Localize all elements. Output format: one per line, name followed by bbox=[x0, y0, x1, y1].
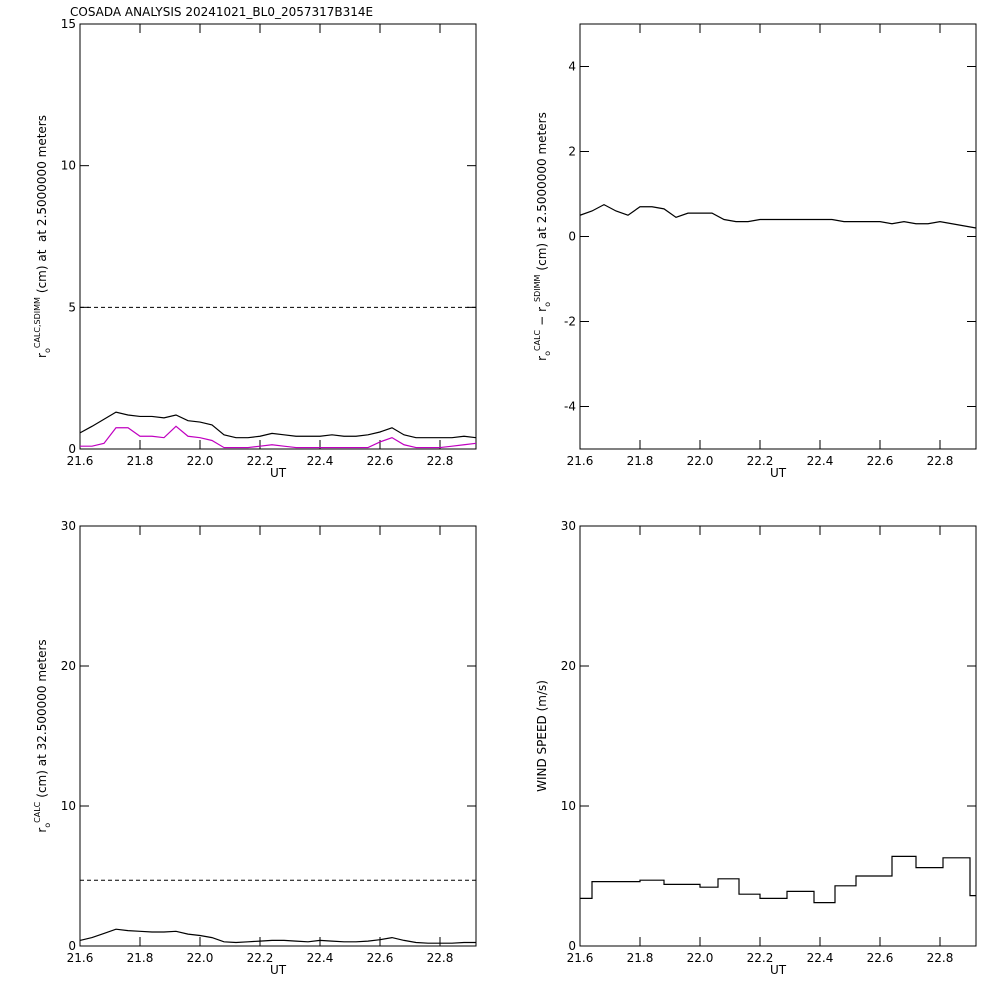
series-line bbox=[79, 411, 477, 439]
x-tick-label: 22.0 bbox=[187, 951, 214, 965]
plot-frame bbox=[579, 525, 977, 947]
x-tick-label: 22.4 bbox=[807, 951, 834, 965]
x-tick-label: 22.4 bbox=[307, 454, 334, 468]
y-axis-label-part: WIND SPEED (m/s) bbox=[535, 680, 549, 792]
x-tick-label: 22.6 bbox=[367, 454, 394, 468]
y-tick-label: 0 bbox=[68, 939, 76, 953]
y-axis-label: WIND SPEED (m/s) bbox=[535, 680, 549, 792]
y-axis-label-part: r bbox=[35, 828, 49, 833]
y-axis-label-part: CALC bbox=[33, 801, 42, 823]
x-tick-label: 21.6 bbox=[67, 454, 94, 468]
x-tick-label: 22.2 bbox=[247, 951, 274, 965]
y-tick-label: -4 bbox=[564, 400, 576, 414]
x-tick-label: 22.8 bbox=[927, 951, 954, 965]
x-tick-label: 21.8 bbox=[127, 951, 154, 965]
y-axis-label-part: (cm) at at 2.5000000 meters bbox=[35, 115, 49, 293]
y-tick-label: 15 bbox=[61, 17, 76, 31]
plot-frame bbox=[79, 23, 477, 450]
series-line bbox=[580, 855, 976, 904]
x-tick-label: 22.8 bbox=[427, 454, 454, 468]
x-tick-label: 22.2 bbox=[747, 951, 774, 965]
y-tick-label: 20 bbox=[561, 659, 576, 673]
y-axis-label: roCALC (cm) at 32.500000 meters bbox=[33, 639, 52, 832]
x-tick-label: 21.6 bbox=[567, 454, 594, 468]
y-axis-label-part: CALC,SDIMM bbox=[33, 297, 42, 348]
x-tick-label: 22.6 bbox=[867, 951, 894, 965]
y-tick-label: 2 bbox=[568, 145, 576, 159]
x-tick-label: 22.6 bbox=[867, 454, 894, 468]
x-axis-label: UT bbox=[270, 466, 287, 480]
y-axis-label-part: o bbox=[543, 351, 552, 356]
x-tick-label: 22.0 bbox=[687, 951, 714, 965]
y-tick-label: 0 bbox=[568, 230, 576, 244]
x-tick-label: 22.4 bbox=[307, 951, 334, 965]
y-tick-label: 10 bbox=[61, 799, 76, 813]
y-axis-label-part: r bbox=[535, 307, 549, 312]
series-line bbox=[80, 425, 477, 449]
y-tick-label: 30 bbox=[61, 519, 76, 533]
y-tick-label: 4 bbox=[568, 60, 576, 74]
y-axis-label-part: o bbox=[43, 348, 52, 353]
y-tick-label: 0 bbox=[68, 442, 76, 456]
y-axis-label-part: r bbox=[35, 353, 49, 358]
y-tick-label: 20 bbox=[61, 659, 76, 673]
y-tick-label: 30 bbox=[561, 519, 576, 533]
y-axis-label-part: SDIMM bbox=[533, 274, 542, 302]
x-axis-label: UT bbox=[770, 963, 787, 977]
y-axis-label-part: − bbox=[535, 316, 549, 326]
x-tick-label: 22.6 bbox=[367, 951, 394, 965]
x-tick-label: 21.8 bbox=[627, 454, 654, 468]
y-tick-label: 5 bbox=[68, 300, 76, 314]
x-tick-label: 21.6 bbox=[567, 951, 594, 965]
y-axis-label: roCALC,SDIMM (cm) at at 2.5000000 meters bbox=[33, 115, 52, 358]
x-tick-label: 22.4 bbox=[807, 454, 834, 468]
plot-frame bbox=[79, 525, 477, 947]
x-tick-label: 21.6 bbox=[67, 951, 94, 965]
x-tick-label: 21.8 bbox=[127, 454, 154, 468]
y-axis-label-part: CALC bbox=[533, 329, 542, 351]
x-tick-label: 22.0 bbox=[687, 454, 714, 468]
y-tick-label: 10 bbox=[561, 799, 576, 813]
x-tick-label: 22.2 bbox=[747, 454, 774, 468]
x-tick-label: 22.8 bbox=[927, 454, 954, 468]
y-axis-label-part: (cm) at 2.5000000 meters bbox=[535, 112, 549, 270]
x-axis-label: UT bbox=[770, 466, 787, 480]
y-axis-label: roCALC−roSDIMM(cm) at 2.5000000 meters bbox=[533, 112, 552, 361]
series-line bbox=[579, 203, 977, 229]
x-axis-label: UT bbox=[270, 963, 287, 977]
y-tick-label: 0 bbox=[568, 939, 576, 953]
y-tick-label: 10 bbox=[61, 159, 76, 173]
series-line bbox=[79, 928, 476, 944]
x-tick-label: 22.8 bbox=[427, 951, 454, 965]
x-tick-label: 22.0 bbox=[187, 454, 214, 468]
x-tick-label: 21.8 bbox=[627, 951, 654, 965]
y-axis-label-part: o bbox=[43, 823, 52, 828]
y-axis-label-part: r bbox=[535, 356, 549, 361]
y-axis-label-part: (cm) at 32.500000 meters bbox=[35, 639, 49, 797]
y-tick-label: -2 bbox=[564, 315, 576, 329]
x-tick-label: 22.2 bbox=[247, 454, 274, 468]
figure-title: COSADA ANALYSIS 20241021_BL0_2057317B314… bbox=[70, 5, 373, 19]
y-axis-label-part: o bbox=[543, 302, 552, 307]
